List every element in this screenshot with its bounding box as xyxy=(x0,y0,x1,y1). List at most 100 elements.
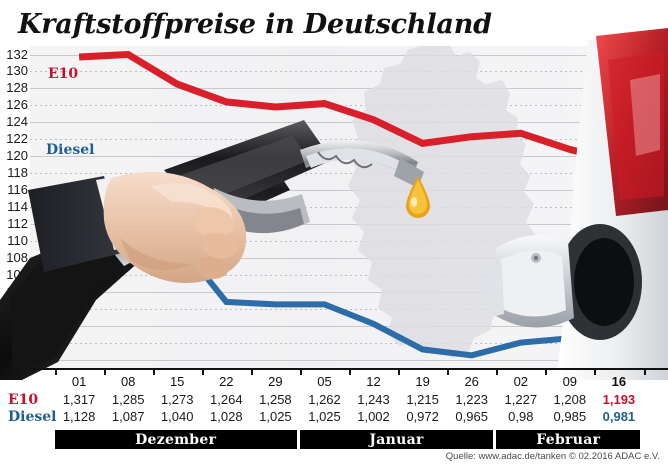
gridline xyxy=(30,207,668,208)
x-axis-tick xyxy=(250,368,253,375)
y-axis-tick-label: 98 xyxy=(13,334,28,350)
y-axis-tick-label: 96 xyxy=(13,351,28,367)
page-title: Kraftstoffpreise in Deutschland xyxy=(18,9,492,40)
table-cell-diesel: 1,028 xyxy=(210,409,243,424)
table-row-label-e10: E10 xyxy=(8,392,39,408)
table-cell-diesel: 1,002 xyxy=(357,409,390,424)
x-axis-tick-label: 05 xyxy=(317,374,332,389)
x-axis-tick-label: 29 xyxy=(268,374,283,389)
table-cell-diesel: 1,087 xyxy=(111,409,145,424)
x-axis-tick xyxy=(594,368,597,375)
gridline xyxy=(30,223,668,225)
y-axis-tick-label: 108 xyxy=(6,249,28,265)
x-axis-tick-label: 08 xyxy=(120,374,136,389)
x-axis-tick xyxy=(643,368,646,375)
y-axis-tick-label: 128 xyxy=(6,80,28,96)
y-axis-tick-label: 102 xyxy=(6,300,28,316)
table-cell-e10: 1,223 xyxy=(455,392,488,407)
table-cell-e10: 1,208 xyxy=(553,392,587,407)
x-axis-tick xyxy=(447,368,450,375)
y-axis-tick-label: 126 xyxy=(6,97,28,113)
x-axis-tick xyxy=(54,368,57,375)
gridline xyxy=(30,240,668,242)
y-axis-tick-label: 132 xyxy=(6,46,28,62)
x-axis-tick-label: 22 xyxy=(219,374,234,389)
y-axis-labels: 132 130 128 126 124 122 120 118 116 114 112 110 108 1… xyxy=(0,46,28,368)
x-axis-tick-label: 12 xyxy=(366,374,381,389)
y-axis-tick-label: 120 xyxy=(6,148,28,164)
source-note: Quelle: www.adac.de/tanken © 02.2016 ADA… xyxy=(445,451,660,462)
e10-line xyxy=(78,50,620,166)
month-bar: Februar xyxy=(496,430,641,449)
table-cell-e10: 1,273 xyxy=(160,392,194,407)
gridline xyxy=(30,190,668,192)
table-cell-diesel: 0,972 xyxy=(406,409,439,424)
x-axis-tick xyxy=(349,368,351,375)
table-cell-diesel: 1,025 xyxy=(308,409,341,424)
x-axis-tick-label: 02 xyxy=(513,374,529,389)
table-cell-e10: 1,243 xyxy=(357,392,390,407)
gridline xyxy=(30,291,668,293)
gridline xyxy=(30,325,668,327)
month-bar: Januar xyxy=(299,430,494,449)
table-cell-e10: 1,262 xyxy=(308,392,341,407)
y-axis-tick-label: 116 xyxy=(7,182,28,198)
e10-series-label: E10 xyxy=(48,66,79,82)
series-lines xyxy=(78,50,620,359)
y-axis-tick-label: 118 xyxy=(7,165,28,181)
gridline xyxy=(30,88,668,90)
diesel-series-label: Diesel xyxy=(46,142,95,158)
x-axis-tick-label: 19 xyxy=(415,374,430,389)
table-cell-diesel: 1,025 xyxy=(259,409,292,424)
y-axis-tick-label: 112 xyxy=(7,215,28,231)
table-cell-e10: 1,258 xyxy=(259,392,292,407)
table-cell-e10: 1,227 xyxy=(504,392,538,407)
x-axis-tick xyxy=(299,368,302,375)
table-row-label-diesel: Diesel xyxy=(8,409,57,425)
x-axis-tick xyxy=(201,368,204,375)
gridline xyxy=(30,122,668,124)
y-axis-tick-label: 100 xyxy=(6,317,28,333)
x-axis-tick xyxy=(152,368,155,375)
table-cell-e10: 1,264 xyxy=(210,392,243,407)
x-axis-tick xyxy=(496,368,499,375)
month-bar: Dezember xyxy=(54,430,297,449)
y-axis-tick-label: 106 xyxy=(6,266,28,282)
month-bars: Dezember Januar Februar xyxy=(30,430,668,449)
x-axis-tick xyxy=(398,368,401,375)
chart-plot-area xyxy=(30,46,668,368)
x-axis-tick-label: 26 xyxy=(464,374,479,389)
gridline xyxy=(30,274,668,276)
table-cell-diesel: 1,040 xyxy=(160,409,194,424)
diesel-line xyxy=(79,204,620,359)
gridline xyxy=(30,105,668,107)
x-axis-tick xyxy=(103,368,106,375)
y-axis-tick-label: 122 xyxy=(6,131,28,147)
table-cell-e10: 1,215 xyxy=(406,392,439,407)
x-axis-tick-label: 16 xyxy=(611,374,627,389)
table-cell-diesel: 0,98 xyxy=(508,409,534,424)
x-axis-tick-label: 01 xyxy=(71,374,87,389)
table-cell-e10: 1,193 xyxy=(602,392,636,407)
y-axis-tick-label: 114 xyxy=(7,199,28,214)
x-axis-tick xyxy=(545,368,548,375)
data-table: E10 Diesel 1,317 1,128 1,285 1,087 1,273 1,04… xyxy=(0,392,668,426)
gridline xyxy=(30,308,668,310)
y-axis-tick-label: 124 xyxy=(6,114,28,130)
gridline xyxy=(30,71,668,73)
x-axis-tick-label: 09 xyxy=(562,374,578,389)
y-axis-tick-label: 130 xyxy=(6,63,28,79)
gridline xyxy=(30,342,668,344)
gridline xyxy=(30,359,668,361)
table-cell-diesel: 1,128 xyxy=(62,409,96,424)
table-cell-diesel: 0,985 xyxy=(553,409,587,424)
y-axis-tick-label: 104 xyxy=(6,283,28,299)
table-cell-e10: 1,317 xyxy=(62,392,96,407)
gridline xyxy=(30,139,668,141)
x-axis-tick-label: 15 xyxy=(169,374,185,389)
table-cell-diesel: 0,965 xyxy=(455,409,488,424)
gridline xyxy=(30,54,668,56)
gridline xyxy=(30,257,668,259)
x-axis-labels: 01 08 15 22 29 05 12 19 26 02 09 16 xyxy=(30,374,668,392)
